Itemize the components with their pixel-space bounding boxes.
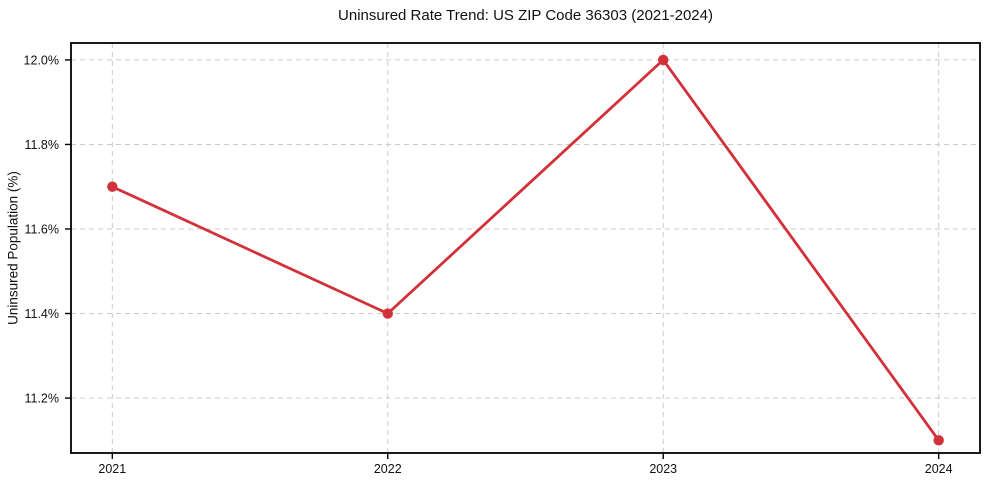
x-tick-label: 2023	[649, 462, 677, 476]
plot-border	[70, 42, 981, 454]
data-point-marker	[382, 308, 393, 319]
x-tick-label: 2022	[374, 462, 402, 476]
trend-line	[110, 58, 941, 442]
y-tick-label: 11.4%	[24, 307, 59, 321]
chart-title: Uninsured Rate Trend: US ZIP Code 36303 …	[338, 7, 713, 24]
y-tick-label: 11.8%	[24, 138, 59, 152]
y-tick-label: 11.6%	[24, 222, 59, 236]
x-tick-label: 2024	[925, 462, 953, 476]
data-point-marker	[933, 435, 944, 446]
data-point-marker	[658, 54, 669, 66]
y-tick-label: 12.0%	[24, 53, 59, 67]
y-tick-label: 11.2%	[24, 392, 59, 406]
data-point-marker	[107, 181, 118, 192]
x-tick-label: 2021	[98, 462, 126, 476]
